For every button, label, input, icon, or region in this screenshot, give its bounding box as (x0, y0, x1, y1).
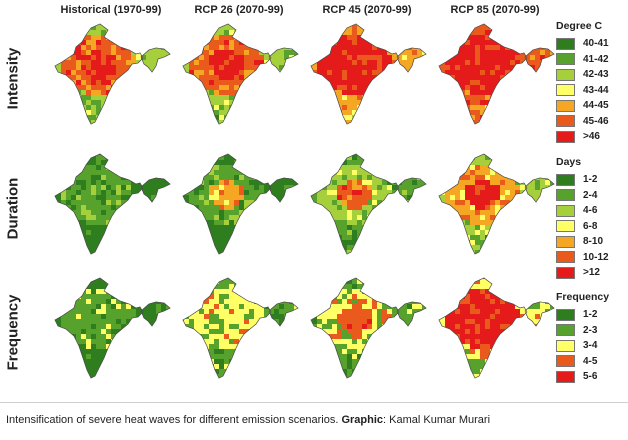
heat-map-frequency-2 (302, 274, 432, 392)
legend-item: 4-6 (556, 203, 626, 219)
legend-item: 40-41 (556, 36, 626, 52)
caption-credit-label: Graphic (341, 414, 384, 426)
legend-swatch (556, 37, 575, 50)
legend-item: >12 (556, 265, 626, 281)
legend-swatch (556, 308, 575, 321)
legend-label: 3-4 (583, 340, 598, 352)
legend-frequency: Frequency 1-2 2-3 3-4 4-5 5-6 (556, 291, 626, 385)
legend-swatch (556, 189, 575, 202)
heat-map-duration-1 (174, 150, 304, 268)
legend-swatch (556, 355, 575, 368)
legend-title: Degree C (556, 20, 603, 32)
legend-swatch (556, 204, 575, 217)
heat-map-intensity-1 (174, 20, 304, 138)
legend-title: Frequency (556, 291, 610, 303)
legend-item: 10-12 (556, 250, 626, 266)
legend-swatch (556, 53, 575, 66)
legend-item: 1-2 (556, 307, 626, 323)
legend-swatch (556, 115, 575, 128)
legend-label: 2-3 (583, 324, 598, 336)
legend-label: 1-2 (583, 309, 598, 321)
row-label-intensity: Intensity (4, 47, 22, 109)
heat-map-intensity-2 (302, 20, 432, 138)
legend-label: >46 (583, 131, 600, 143)
column-title-rcp26: RCP 26 (2070-99) (194, 4, 284, 16)
caption-credit-name: : Kamal Kumar Murari (383, 414, 491, 426)
legend-item: 4-5 (556, 354, 626, 370)
heat-map-frequency-0 (46, 274, 176, 392)
legend-swatch (556, 68, 575, 81)
legend-label: 44-45 (583, 100, 609, 112)
legend-item: 43-44 (556, 83, 626, 99)
legend-duration: Days 1-2 2-4 4-6 6-8 8-10 10-12 >12 (556, 156, 626, 281)
legend-label: 42-43 (583, 69, 609, 81)
legend-item: 41-42 (556, 52, 626, 68)
heat-map-intensity-0 (46, 20, 176, 138)
legend-label: 5-6 (583, 371, 598, 383)
row-label-duration: Duration (4, 177, 22, 239)
heat-map-intensity-3 (430, 20, 560, 138)
legend-item: 6-8 (556, 219, 626, 235)
heat-map-duration-0 (46, 150, 176, 268)
legend-item: 42-43 (556, 67, 626, 83)
legend-item: 44-45 (556, 98, 626, 114)
legend-label: 8-10 (583, 236, 604, 248)
legend-label: >12 (583, 267, 600, 279)
column-title-historical: Historical (1970-99) (60, 4, 162, 16)
legend-label: 1-2 (583, 174, 598, 186)
legend-swatch (556, 370, 575, 383)
legend-swatch (556, 339, 575, 352)
heat-map-duration-2 (302, 150, 432, 268)
column-title-rcp85: RCP 85 (2070-99) (450, 4, 540, 16)
legend-label: 40-41 (583, 38, 609, 50)
legend-title: Days (556, 156, 582, 168)
caption-divider (0, 402, 628, 403)
legend-label: 10-12 (583, 251, 609, 263)
legend-swatch (556, 266, 575, 279)
caption-text: Intensification of severe heat waves for… (6, 414, 342, 426)
legend-item: 1-2 (556, 172, 626, 188)
legend-swatch (556, 84, 575, 97)
legend-item: >46 (556, 129, 626, 145)
legend-swatch (556, 251, 575, 264)
legend-label: 41-42 (583, 53, 609, 65)
caption: Intensification of severe heat waves for… (6, 414, 622, 426)
legend-item: 2-4 (556, 188, 626, 204)
legend-swatch (556, 235, 575, 248)
legend-swatch (556, 220, 575, 233)
legend-item: 2-3 (556, 323, 626, 339)
legend-item: 8-10 (556, 234, 626, 250)
legend-label: 4-6 (583, 205, 598, 217)
legend-label: 6-8 (583, 220, 598, 232)
legend-item: 3-4 (556, 338, 626, 354)
legend-label: 2-4 (583, 189, 598, 201)
legend-item: 45-46 (556, 114, 626, 130)
heat-map-frequency-3 (430, 274, 560, 392)
heat-map-frequency-1 (174, 274, 304, 392)
legend-swatch (556, 324, 575, 337)
row-label-frequency: Frequency (4, 294, 22, 370)
legend-swatch (556, 99, 575, 112)
legend-intensity: Degree C 40-41 41-42 42-43 43-44 44-45 45-46 >… (556, 20, 626, 145)
column-title-rcp45: RCP 45 (2070-99) (322, 4, 412, 16)
legend-swatch (556, 130, 575, 143)
legend-label: 43-44 (583, 84, 609, 96)
legend-item: 5-6 (556, 369, 626, 385)
legend-label: 4-5 (583, 355, 598, 367)
legend-label: 45-46 (583, 115, 609, 127)
legend-swatch (556, 173, 575, 186)
heat-map-duration-3 (430, 150, 560, 268)
